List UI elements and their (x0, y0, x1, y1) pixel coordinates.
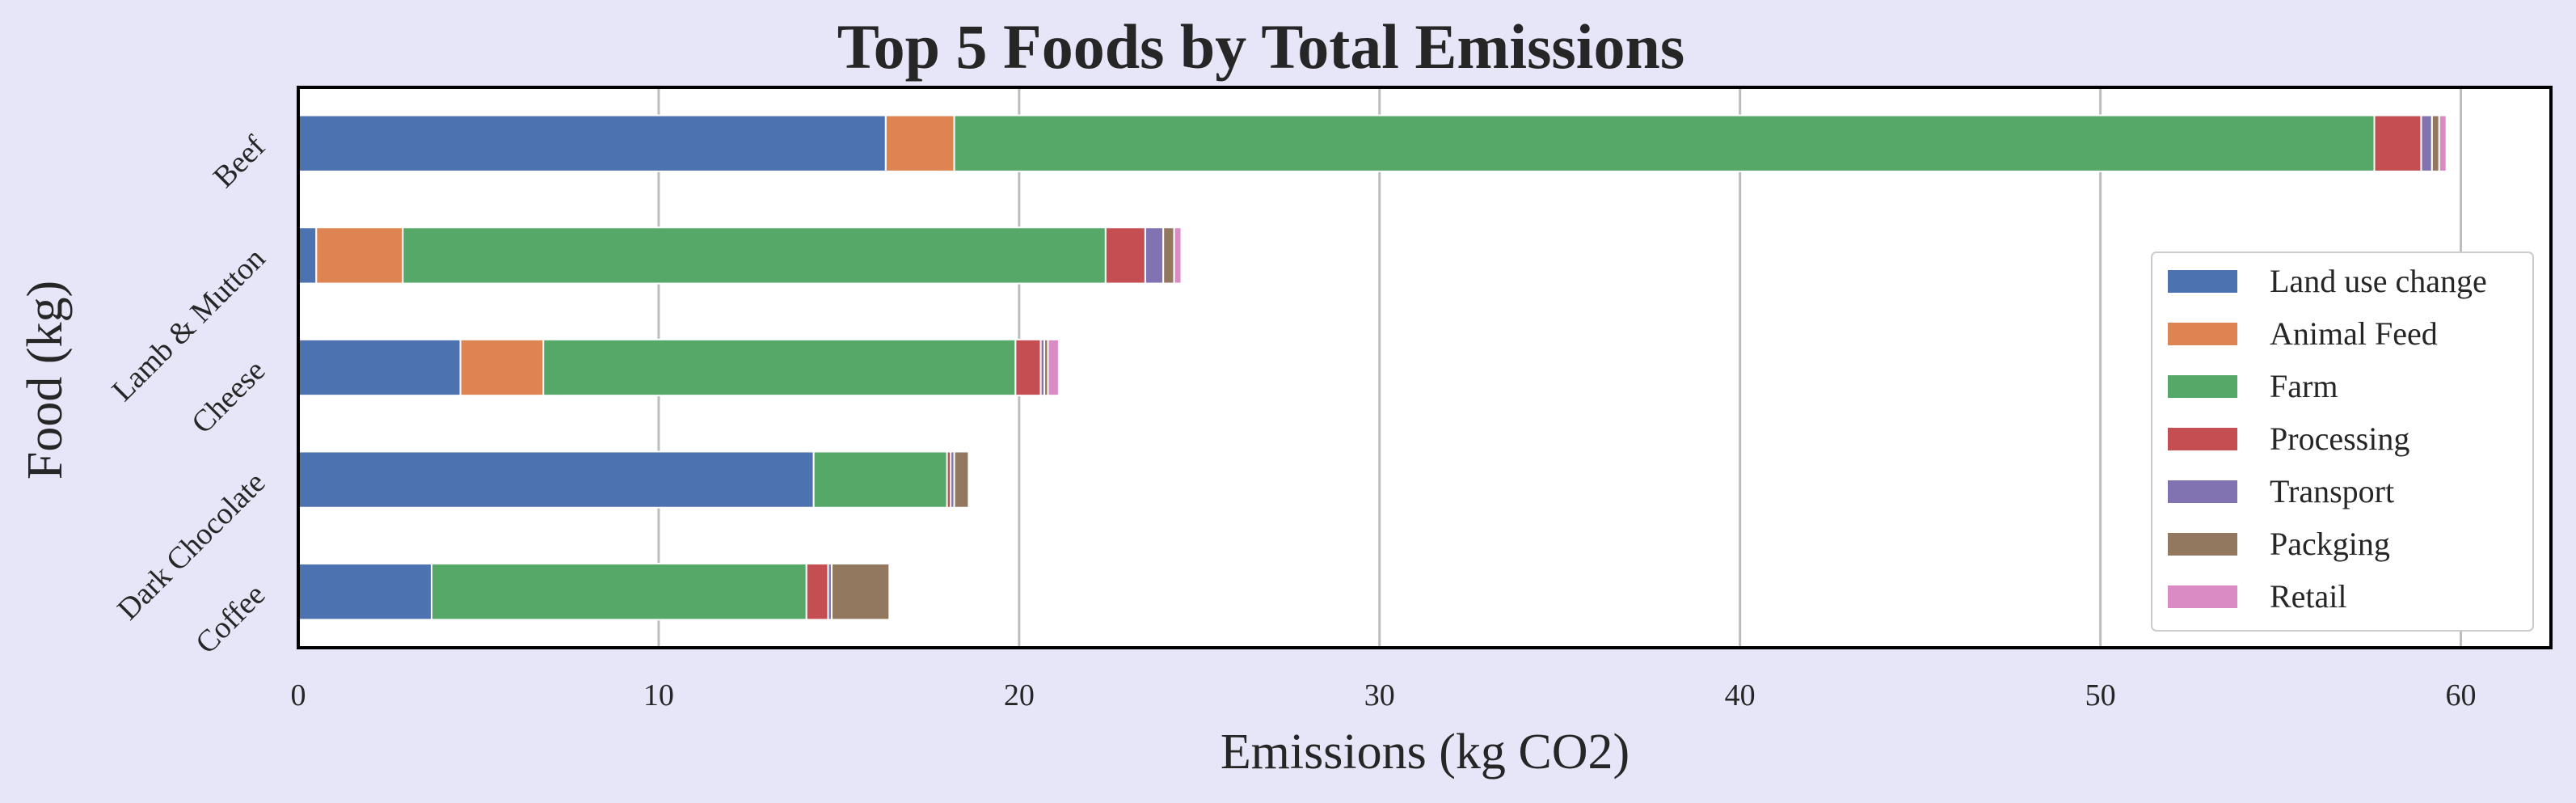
bar-segment (953, 114, 2376, 172)
legend-swatch (2168, 533, 2237, 556)
x-tick-label: 10 (643, 678, 674, 712)
x-tick-label: 30 (1364, 678, 1395, 712)
bar-segment (1144, 226, 1165, 285)
legend-swatch (2168, 375, 2237, 398)
x-tick-label: 40 (1725, 678, 1756, 712)
legend-entry-label: Packging (2270, 526, 2390, 562)
x-tick-label: 0 (291, 678, 306, 712)
x-ticks: 0 10 20 30 40 50 60 (291, 678, 2477, 712)
chart-title: Top 5 Foods by Total Emissions (837, 11, 1684, 82)
bar-segment (459, 338, 545, 397)
bar-segment (805, 563, 829, 621)
legend-entry-label: Processing (2270, 421, 2409, 457)
legend-swatch (2168, 323, 2237, 345)
x-tick-label: 60 (2446, 678, 2477, 712)
y-category-label: Coffee (189, 577, 272, 660)
bar-segment (297, 563, 432, 621)
legend-entry-label: Farm (2270, 368, 2338, 404)
legend: Land use change Animal Feed Farm Processing… (2151, 251, 2534, 632)
legend-swatch (2168, 585, 2237, 608)
bar-segment (402, 226, 1107, 285)
x-tick-label: 20 (1004, 678, 1035, 712)
x-axis-label: Emissions (kg CO2) (1221, 725, 1629, 780)
bar-segment (1173, 226, 1183, 285)
bar-segment (297, 338, 462, 397)
y-category-label: Cheese (185, 353, 272, 440)
x-tick-label: 50 (2085, 678, 2116, 712)
bar-segment (1014, 338, 1042, 397)
y-axis-label: Food (kg) (18, 281, 73, 480)
plot-frame (297, 86, 2553, 649)
y-category-label: Beef (207, 129, 272, 195)
bar-segment (1047, 338, 1060, 397)
legend-entry-label: Transport (2270, 473, 2394, 509)
bar-segment (2438, 114, 2447, 172)
bar-segment (542, 338, 1017, 397)
legend-swatch (2168, 480, 2237, 503)
bar-segment (430, 563, 807, 621)
legend-entry-label: Land use change (2270, 263, 2487, 299)
legend-swatch (2168, 428, 2237, 450)
bar-segment (297, 450, 815, 509)
bar-segment (1104, 226, 1146, 285)
legend-frame (2151, 251, 2534, 632)
bar-segment (953, 450, 970, 509)
legend-entry-label: Animal Feed (2270, 315, 2438, 352)
bar-segment (830, 563, 891, 621)
bar-segment (297, 114, 887, 172)
legend-swatch (2168, 270, 2237, 293)
bar-segment (297, 226, 318, 285)
bars (297, 114, 2447, 621)
bar-segment (812, 450, 948, 509)
bar-segment (2420, 114, 2433, 172)
bar-segment (2373, 114, 2422, 172)
bar-segment (315, 226, 404, 285)
bar-segment (2431, 114, 2440, 172)
legend-entry-label: Retail (2270, 578, 2347, 615)
bar-segment (1162, 226, 1175, 285)
bar-segment (884, 114, 955, 172)
